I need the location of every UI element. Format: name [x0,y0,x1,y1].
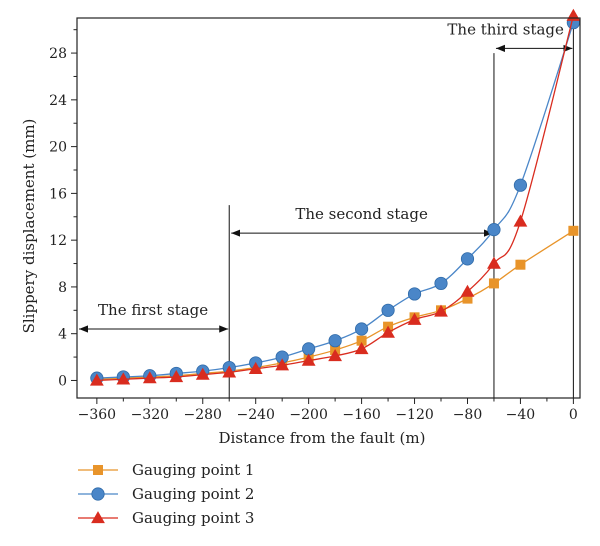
legend-label: Gauging point 1 [132,461,254,479]
y-tick-label: 0 [58,373,67,389]
legend-marker [91,487,105,501]
legend-label: Gauging point 3 [132,509,254,527]
y-tick-label: 16 [49,186,67,202]
plot-frame [76,17,581,399]
y-tick-label: 4 [58,327,67,343]
data-point [462,293,473,304]
data-point [487,256,501,269]
data-point [515,259,526,270]
legend-item: Gauging point 3 [78,509,254,527]
data-point [488,278,499,289]
stage-label: The second stage [295,205,428,223]
data-point [568,225,579,236]
y-tick-label: 28 [49,46,67,62]
x-tick-label: −40 [506,407,536,423]
legend-item: Gauging point 1 [78,461,254,479]
data-point [434,304,448,317]
legend-marker [91,511,105,524]
data-point [248,361,263,374]
x-axis-title: Distance from the fault (m) [219,429,426,447]
y-tick-label: 8 [58,280,67,296]
y-axis-title: Slippery displacement (mm) [20,119,38,334]
stage-label: The first stage [98,301,208,319]
data-point [328,334,342,348]
stage-annotation: The first stage [79,205,230,398]
data-point [434,276,448,291]
legend: Gauging point 1 Gauging point 2 Gauging po… [78,461,254,527]
x-tick-label: −200 [289,407,327,423]
data-point [302,342,316,356]
axes: −360 −320 −280 −240 −200 −160 −120 −80 −40 0 0 4 8 12… [49,17,581,423]
data-point [328,349,343,362]
x-tick-label: 0 [569,407,578,423]
y-tick-label: 24 [49,93,67,109]
data-point [407,287,422,301]
stage-label: The third stage [447,20,564,38]
data-point [354,322,369,336]
data-point [354,341,369,355]
x-tick-label: −240 [236,407,274,423]
legend-label: Gauging point 2 [132,485,254,503]
data-point [356,335,367,346]
x-tick-label: −320 [131,407,169,423]
data-point [407,312,422,325]
y-tick-label: 20 [49,140,67,156]
data-point [513,214,528,227]
data-point [222,365,237,378]
y-tick-label: 12 [49,233,67,249]
data-point [460,284,475,297]
x-tick-label: −80 [453,407,483,423]
x-tick-label: −280 [184,407,222,423]
x-tick-label: −360 [78,407,116,423]
stage-annotation: The third stage [447,18,574,398]
data-point [116,372,131,385]
series-layer [89,8,581,386]
data-point [169,370,184,383]
data-point [487,223,501,237]
stage-annotations: The first stage The second stage The third… [79,18,574,398]
data-point [381,325,395,338]
data-point [566,8,581,21]
data-point [513,178,528,192]
data-point [89,373,104,386]
data-point [301,353,316,366]
data-point [142,371,157,384]
series-line [96,15,575,382]
data-point [381,303,395,317]
data-point [460,252,475,266]
series-line [96,22,575,379]
legend-item: Gauging point 2 [78,485,254,503]
x-tick-label: −160 [342,407,380,423]
legend-marker [93,465,103,475]
data-point [275,358,290,371]
x-tick-label: −120 [395,407,433,423]
data-point [195,367,210,380]
